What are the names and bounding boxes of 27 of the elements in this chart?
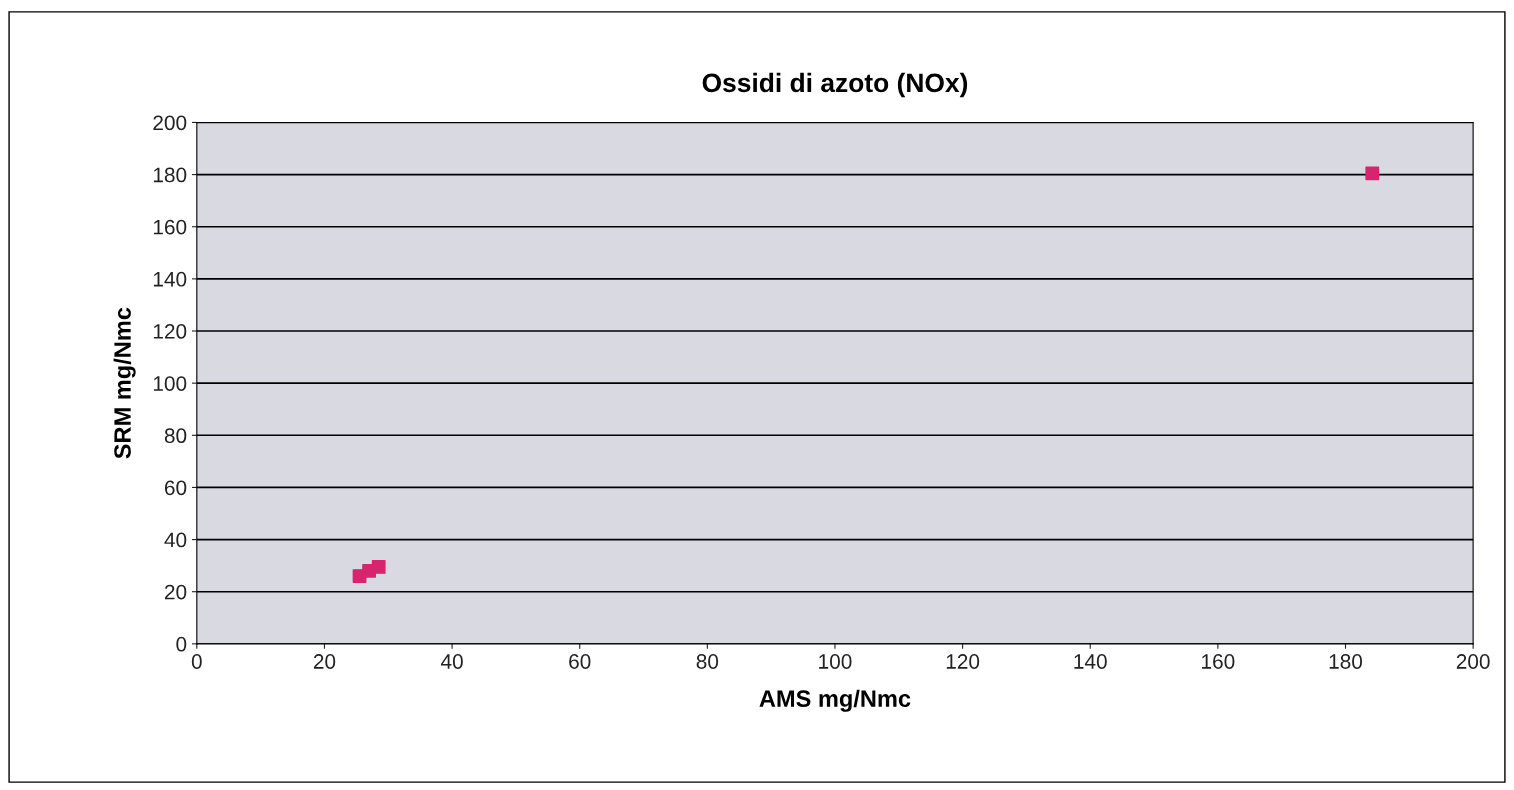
y-tick-label: 160 (153, 219, 187, 235)
x-tick-label: 180 (1329, 654, 1363, 669)
x-tick-label: 160 (1202, 654, 1235, 669)
x-tick-label: 140 (1074, 654, 1107, 669)
y-tick-label: 120 (153, 324, 187, 339)
y-tick-label: 60 (164, 480, 187, 496)
x-tick-label: 40 (440, 654, 463, 669)
x-tick-label: 20 (313, 654, 336, 669)
y-tick-label: 40 (164, 532, 187, 548)
y-tick-label: 20 (164, 584, 187, 600)
x-tick-label: 80 (696, 654, 719, 669)
y-tick-label: 80 (164, 428, 187, 444)
y-tick-label: 200 (153, 115, 187, 131)
x-tick-label: 0 (191, 654, 202, 669)
point (371, 560, 386, 574)
y-tick-label: 140 (153, 271, 187, 287)
x-tick-label: 120 (946, 654, 980, 669)
y-tick-label: 100 (153, 376, 187, 391)
point (1365, 166, 1380, 181)
y-axis-title: SRM mg/Nmc (113, 307, 136, 459)
x-axis-title: AMS mg/Nmc (759, 689, 911, 712)
y-tick-label: 180 (153, 167, 187, 183)
y-tick-label: 0 (176, 636, 187, 652)
chart-title: Ossidi di azoto (NOx) (702, 72, 968, 98)
x-tick-label: 200 (1456, 654, 1490, 669)
x-tick-label: 100 (819, 654, 852, 669)
x-tick-label: 60 (569, 654, 591, 669)
